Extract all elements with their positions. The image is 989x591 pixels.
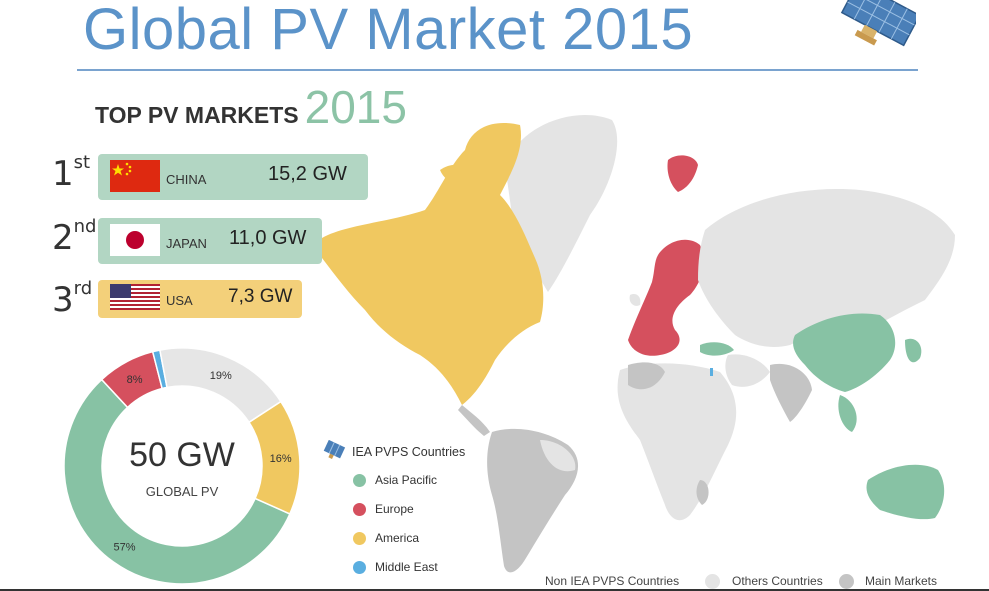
country-value: 11,0 GW	[229, 227, 307, 249]
legend-label: Europe	[375, 502, 414, 516]
legend-item: America	[353, 531, 420, 545]
rank-bar-usa: USA 7,3 GW	[98, 280, 302, 318]
china-flag-icon	[110, 160, 160, 192]
rank-number: 2	[52, 218, 74, 258]
donut-center-value: 50 GW	[129, 436, 235, 474]
main-markets-label: Main Markets	[865, 574, 938, 588]
rank-number: 1	[52, 154, 74, 194]
global-pv-donut-chart: 57% 8% 19% 16%	[63, 347, 301, 585]
japan-flag-icon	[110, 224, 160, 256]
solar-panel-icon	[323, 440, 346, 460]
rank-3: 3rd	[52, 278, 93, 320]
others-label: Others Countries	[732, 574, 823, 588]
rank-bar-china: CHINA 15,2 GW	[98, 154, 368, 200]
donut-slice-america	[247, 400, 301, 515]
heading-year: 2015	[304, 81, 407, 133]
legend-swatch	[353, 503, 366, 516]
donut-label-asia-pacific: 57%	[113, 542, 135, 554]
country-value: 7,3 GW	[228, 286, 293, 307]
legend-label: Asia Pacific	[375, 473, 438, 487]
non-iea-title: Non IEA PVPS Countries	[545, 574, 680, 588]
bottom-rule	[0, 589, 989, 591]
rank-suffix: rd	[73, 278, 93, 299]
rank-suffix: st	[73, 152, 91, 173]
donut-label-america: 16%	[270, 453, 292, 465]
legend-item: Europe	[353, 502, 414, 516]
donut-label-europe: 8%	[127, 374, 143, 386]
country-value: 15,2 GW	[268, 163, 347, 185]
donut-slice-asia-pacific	[63, 378, 291, 585]
legend-label: America	[375, 531, 420, 545]
legend-swatch	[353, 561, 366, 574]
legend-item: Middle East	[353, 560, 438, 574]
legend-swatch	[353, 474, 366, 487]
donut-slice-others-countries	[158, 347, 282, 424]
rank-2: 2nd	[52, 216, 97, 258]
others-swatch	[705, 574, 720, 589]
donut-label-others-countries: 19%	[210, 370, 232, 382]
top-markets-heading: TOP PV MARKETS 2015	[95, 80, 407, 134]
legend-swatch	[353, 532, 366, 545]
legend-label: Middle East	[375, 560, 438, 574]
donut-center-label: GLOBAL PV	[145, 484, 219, 499]
country-name: CHINA	[166, 172, 207, 187]
country-name: JAPAN	[166, 236, 207, 251]
rank-1: 1st	[52, 152, 91, 194]
page-title: Global PV Market 2015	[83, 0, 694, 62]
country-name: USA	[166, 293, 193, 308]
heading-label: TOP PV MARKETS	[95, 102, 299, 128]
title-divider	[77, 69, 918, 71]
main-markets-swatch	[839, 574, 854, 589]
rank-suffix: nd	[73, 216, 97, 237]
rank-number: 3	[52, 280, 74, 320]
legend-title: IEA PVPS Countries	[352, 445, 466, 459]
rank-bar-japan: JAPAN 11,0 GW	[98, 218, 322, 264]
usa-flag-icon	[110, 284, 160, 310]
solar-panel-logo-icon	[840, 0, 916, 47]
legend-item: Asia Pacific	[353, 473, 438, 487]
